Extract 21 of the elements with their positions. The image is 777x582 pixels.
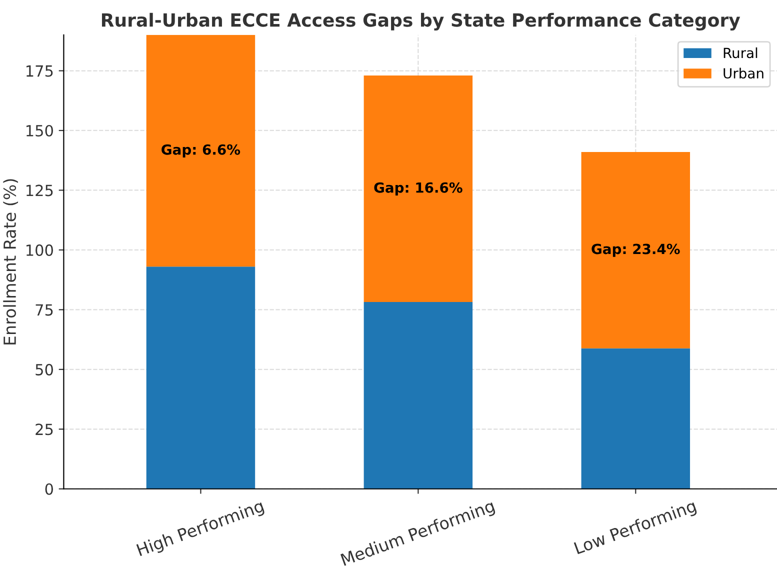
y-tick-label: 150 (26, 124, 53, 137)
y-tick-label: 0 (45, 483, 53, 495)
legend-label: Rural (724, 47, 758, 58)
bar (364, 76, 473, 302)
legend-label: Urban (724, 68, 764, 79)
annotation: Gap: 16.6% (374, 182, 462, 196)
y-axis-title: Enrollment Rate (%) (3, 179, 18, 344)
bar (364, 302, 473, 489)
y-tick-label: 125 (26, 184, 53, 196)
y-tick-label: 75 (36, 304, 53, 316)
y-tick-label: 50 (36, 364, 53, 376)
y-tick-label: 25 (36, 424, 53, 436)
y-tick-label: 175 (26, 65, 53, 77)
annotation: Gap: 23.4% (592, 244, 680, 257)
annotation: Gap: 6.6% (162, 144, 240, 158)
bar (581, 348, 690, 489)
bar (146, 34, 256, 267)
bar (146, 266, 256, 489)
bar (581, 152, 690, 348)
chart-title: Rural-Urban ECCE Access Gaps by State Performance Category (102, 12, 740, 30)
y-tick-label: 100 (26, 244, 53, 256)
